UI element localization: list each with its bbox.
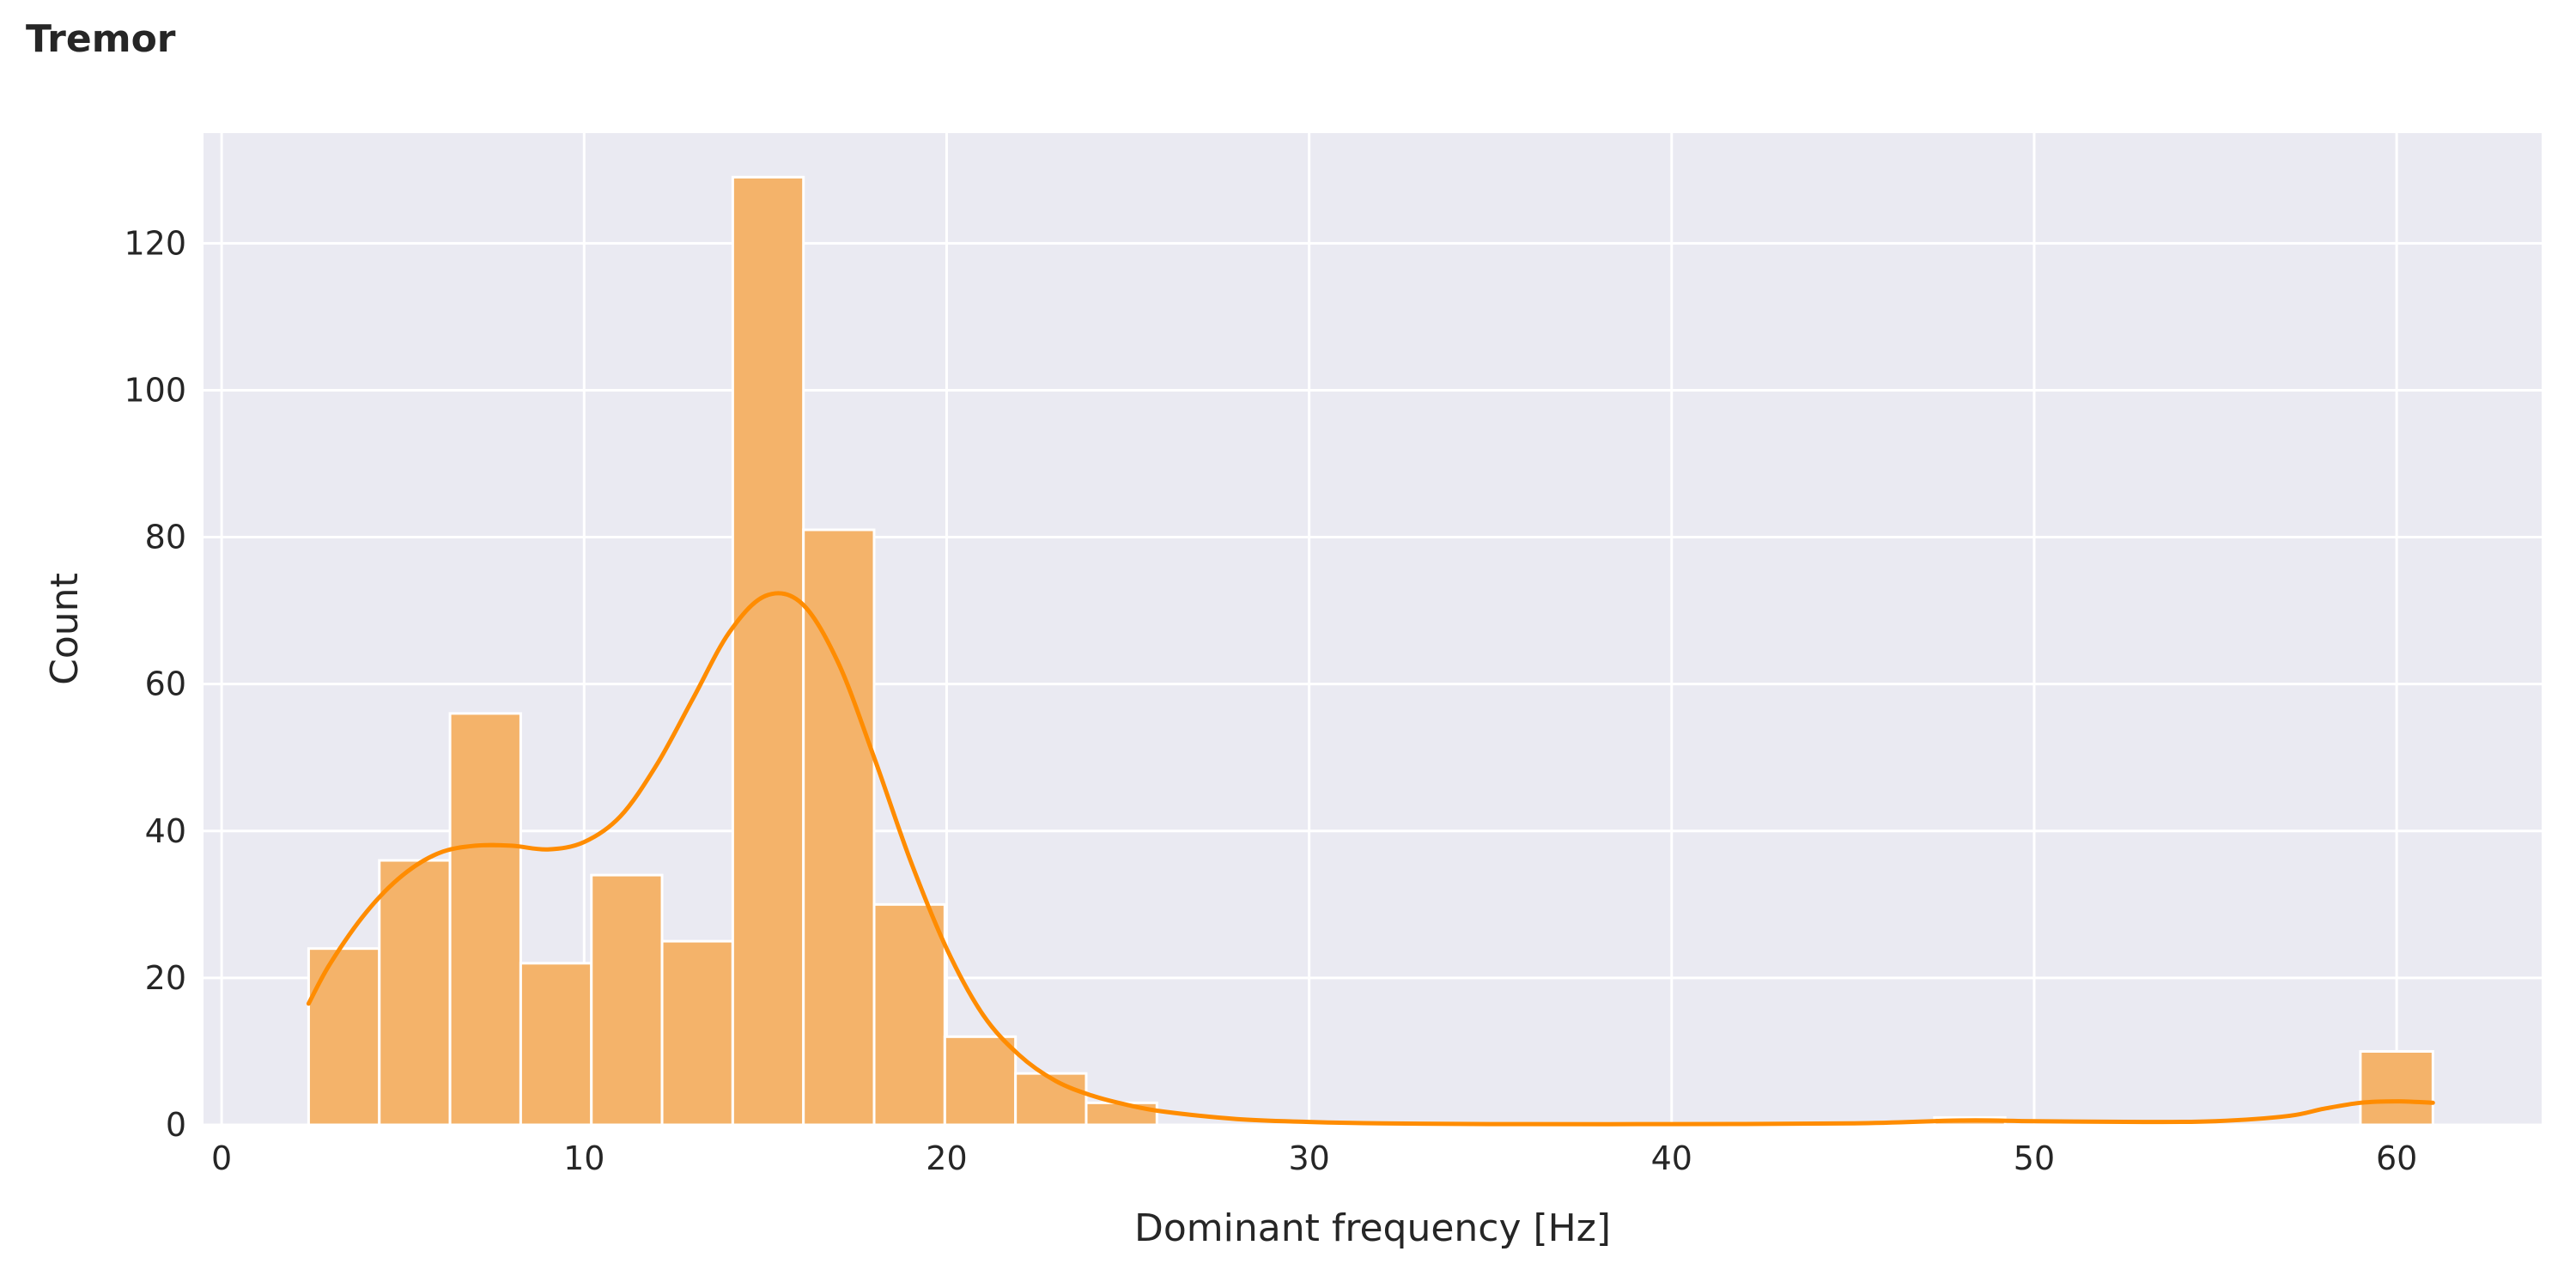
histogram-bar xyxy=(1084,1101,1158,1127)
histogram-bar xyxy=(448,712,522,1127)
histogram-bar xyxy=(2359,1049,2434,1127)
y-tick-label: 60 xyxy=(145,665,186,703)
x-axis-label: Dominant frequency [Hz] xyxy=(1134,1206,1611,1250)
histogram-bar xyxy=(378,859,452,1127)
chart-title: Tremor xyxy=(26,17,176,61)
histogram-bar xyxy=(307,947,381,1127)
x-tick-label: 10 xyxy=(563,1139,605,1177)
histogram-bar xyxy=(731,175,805,1127)
y-tick-label: 100 xyxy=(124,371,186,409)
histogram-bar xyxy=(660,939,734,1127)
histogram-bar xyxy=(519,962,593,1127)
x-tick-label: 0 xyxy=(211,1139,232,1177)
histogram-bar xyxy=(802,528,876,1127)
tick-labels: 0 10 20 30 40 50 60 0 20 40 60 80 100 120 xyxy=(124,224,2417,1177)
y-tick-label: 40 xyxy=(145,812,186,850)
histogram-bars xyxy=(307,175,2434,1127)
x-tick-label: 40 xyxy=(1651,1139,1692,1177)
histogram-bar xyxy=(872,902,946,1127)
histogram-bar xyxy=(1014,1072,1088,1127)
histogram-bar xyxy=(590,873,664,1127)
y-tick-label: 20 xyxy=(145,959,186,997)
kde-curve xyxy=(306,591,2435,1127)
y-tick-label: 0 xyxy=(166,1106,186,1144)
x-tick-label: 50 xyxy=(2014,1139,2055,1177)
y-tick-label: 80 xyxy=(145,519,186,556)
y-tick-label: 120 xyxy=(124,224,186,262)
y-axis-label: Count xyxy=(43,573,87,685)
histogram-bar xyxy=(943,1035,1018,1127)
x-tick-label: 30 xyxy=(1288,1139,1329,1177)
x-tick-label: 60 xyxy=(2376,1139,2417,1177)
x-tick-label: 20 xyxy=(926,1139,967,1177)
